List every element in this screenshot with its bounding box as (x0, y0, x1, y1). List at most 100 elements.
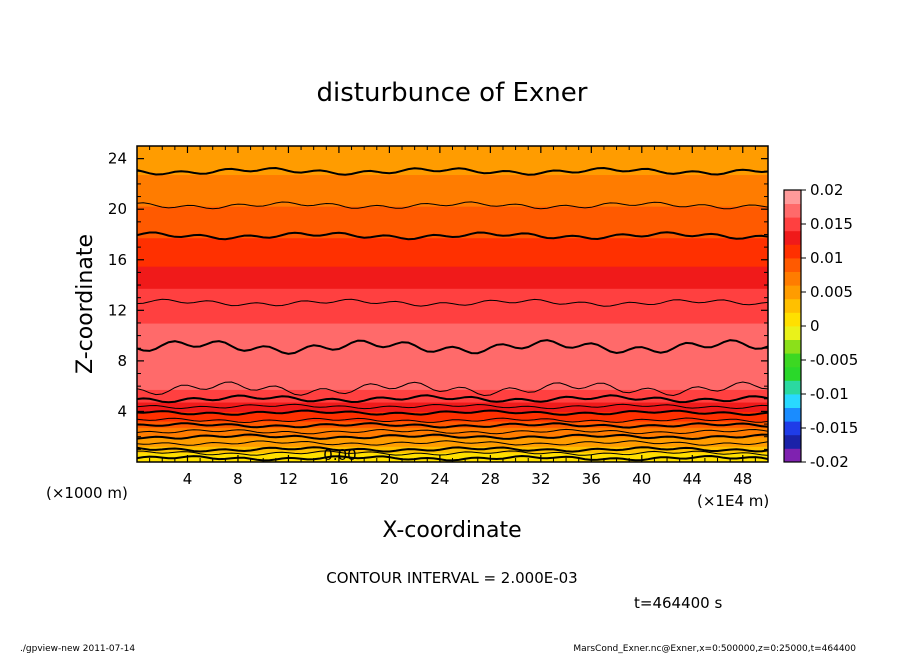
contour-interval-text: CONTOUR INTERVAL = 2.000E-03 (326, 569, 577, 587)
heatmap-band (137, 436, 768, 441)
heatmap-band (137, 259, 768, 264)
heatmap-band (137, 171, 768, 176)
heatmap-band (137, 193, 768, 198)
heatmap-band (137, 297, 768, 302)
colorbar-tick-label: 0 (810, 317, 820, 335)
contour-line (137, 403, 768, 410)
heatmap-band (137, 177, 768, 182)
y-tick-label: 20 (108, 200, 127, 218)
colorbar-tick-label: 0.005 (810, 283, 853, 301)
contour-line (137, 394, 768, 404)
heatmap-band (137, 158, 768, 163)
colorbar-cells (784, 190, 801, 463)
heatmap-band (137, 449, 768, 454)
colorbar-tick-label: 0.01 (810, 249, 843, 267)
heatmap-band (137, 215, 768, 220)
heatmap-band (137, 389, 768, 394)
colorbar-cell (784, 421, 801, 436)
colorbar-cell (784, 230, 801, 245)
x-axis: 4 8 12 16 20 24 28 32 36 40 44 48 (149, 146, 756, 488)
heatmap-band (137, 272, 768, 277)
heatmap-band (137, 408, 768, 413)
contour-line (137, 440, 768, 446)
x-tick-label: 24 (430, 470, 449, 488)
y-tick-label: 24 (108, 150, 127, 168)
heatmap-band (137, 370, 768, 375)
heatmap-band (137, 379, 768, 384)
x-tick-label: 36 (582, 470, 601, 488)
contour-line (137, 446, 768, 453)
heatmap-band (137, 376, 768, 381)
plot-area: 0.00 (136, 145, 769, 464)
x-tick-label: 8 (233, 470, 243, 488)
contour-line (137, 422, 768, 429)
x-tick-label: 16 (329, 470, 348, 488)
heatmap-band (137, 395, 768, 400)
heatmap-band (137, 300, 768, 305)
heatmap-band (137, 180, 768, 185)
heatmap-band (137, 338, 768, 343)
heatmap-band (137, 199, 768, 204)
contour-line (137, 298, 768, 307)
heatmap-band (137, 439, 768, 444)
heatmap-band (137, 326, 768, 330)
heatmap-band (137, 228, 768, 232)
heatmap-band (137, 332, 768, 337)
heatmap-band (137, 304, 768, 308)
colorbar-cell (784, 380, 801, 395)
heatmap-band (137, 206, 768, 210)
x-tick-label: 44 (683, 470, 702, 488)
heatmap-band (137, 316, 768, 321)
heatmap-band (137, 190, 768, 194)
heatmap-band (137, 243, 768, 248)
x-tick-label: 4 (183, 470, 193, 488)
heatmap-band (137, 256, 768, 261)
heatmap-band (137, 262, 768, 267)
heatmap-band (137, 269, 768, 273)
colorbar-cell (784, 448, 801, 463)
heatmap-band (137, 411, 768, 416)
colorbar: 0.02 0.015 0.01 0.005 0 -0.005 -0.01 -0.015 -0.0… (783, 181, 858, 471)
colorbar-cell (784, 285, 801, 300)
heatmap-band (137, 149, 768, 153)
y-tick-label: 8 (117, 352, 127, 370)
heatmap-band (137, 322, 768, 327)
contour-line (137, 428, 768, 435)
heatmap-band (137, 329, 768, 334)
colorbar-tick-label: 0.02 (810, 181, 843, 199)
colorbar-cell (784, 312, 801, 327)
heatmap-band (137, 452, 768, 457)
heatmap-band (137, 401, 768, 406)
heatmap-band (137, 231, 768, 236)
heatmap-band (137, 209, 768, 213)
heatmap-band (137, 307, 768, 311)
heatmap-band (137, 221, 768, 226)
heatmap-band (137, 278, 768, 283)
heatmap-band (137, 247, 768, 251)
colorbar-cell (784, 217, 801, 232)
heatmap-band (137, 319, 768, 324)
x-tick-label: 40 (632, 470, 651, 488)
heatmap-band (137, 360, 768, 365)
heatmap-band (137, 420, 768, 425)
colorbar-cell (784, 244, 801, 259)
x-tick-label: 48 (733, 470, 752, 488)
heatmap-band (137, 354, 768, 359)
heatmap-band (137, 364, 768, 368)
heatmap-band (137, 291, 768, 296)
heatmap-band (137, 187, 768, 191)
heatmap-band (137, 357, 768, 362)
x-unit-note: (×1000 m) (46, 484, 128, 502)
colorbar-ticks: 0.02 0.015 0.01 0.005 0 -0.005 -0.01 -0.015 -0.0… (801, 181, 858, 471)
heatmap-band (137, 335, 768, 340)
heatmap-band (137, 348, 768, 352)
contour-line (137, 381, 768, 397)
heatmap-band (137, 310, 768, 315)
colorbar-tick-label: 0.015 (810, 215, 853, 233)
colorbar-cell (784, 298, 801, 313)
heatmap-band (137, 313, 768, 318)
heatmap-band (137, 250, 768, 255)
heatmap-band (137, 405, 768, 409)
chart-title: disturbunce of Exner (317, 78, 588, 108)
